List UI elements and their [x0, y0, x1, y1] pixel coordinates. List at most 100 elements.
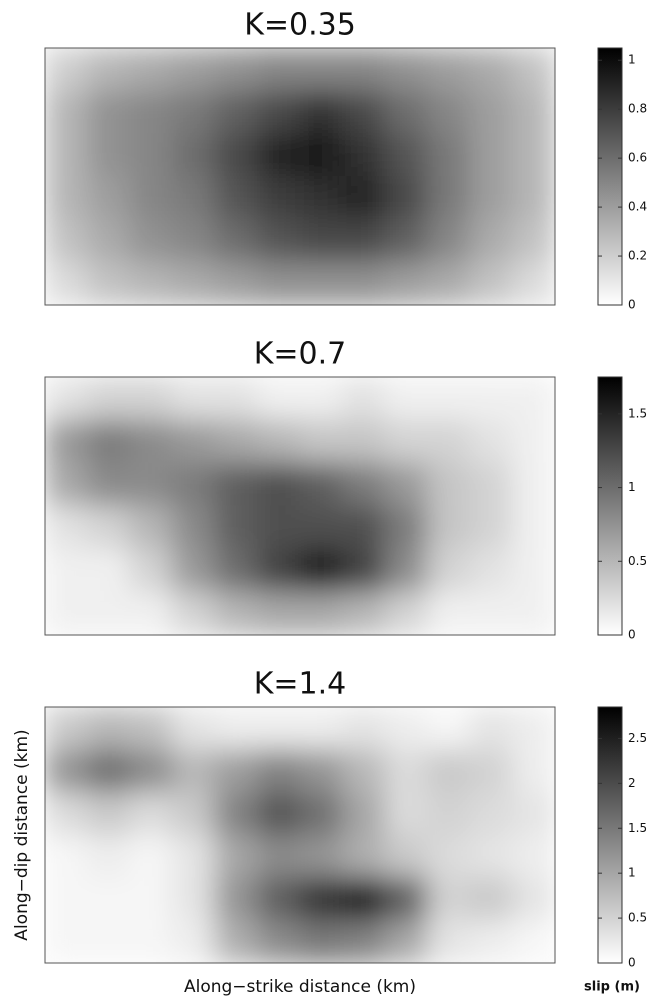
cell [172, 707, 216, 751]
cell [45, 707, 88, 751]
colorbar-tick-label: 0 [628, 956, 636, 970]
cell [214, 133, 258, 177]
cell [87, 462, 131, 507]
cell [384, 919, 428, 963]
colorbar-tick-label: 0 [628, 628, 636, 642]
cell [299, 877, 343, 921]
cell [129, 834, 173, 879]
cell [257, 877, 301, 921]
cell [172, 749, 216, 793]
cell [512, 591, 555, 635]
cell [384, 176, 428, 220]
cell [512, 176, 555, 220]
cell [469, 90, 513, 135]
colorbar-tick-label: 0.5 [628, 911, 647, 925]
cell [87, 834, 131, 879]
cell [257, 176, 301, 220]
cell [342, 834, 386, 879]
cell [214, 548, 258, 593]
cell [129, 919, 173, 963]
colorbar-tick-label: 0 [628, 298, 636, 312]
cell [384, 505, 428, 550]
cell [45, 591, 88, 635]
cell [384, 749, 428, 793]
cell [512, 377, 555, 421]
colorbar-tick-label: 1.5 [628, 821, 647, 835]
cell [299, 749, 343, 793]
panel-title: K=0.35 [244, 8, 356, 43]
cell [427, 462, 471, 507]
cell [45, 505, 88, 550]
panel-title: K=0.7 [254, 337, 347, 372]
cell [172, 261, 216, 305]
cell [427, 791, 471, 836]
cells [45, 707, 555, 963]
cell [469, 462, 513, 507]
x-axis-label: Along−strike distance (km) [184, 977, 416, 997]
plot-frame [44, 376, 556, 636]
cell [469, 133, 513, 177]
cell [427, 133, 471, 177]
cell [129, 877, 173, 921]
cell [45, 176, 88, 220]
cell [214, 505, 258, 550]
cell [87, 548, 131, 593]
cell [129, 791, 173, 836]
cell [469, 591, 513, 635]
cell [342, 48, 386, 92]
cell [129, 462, 173, 507]
cell [342, 218, 386, 263]
cell [214, 48, 258, 92]
cell [427, 834, 471, 879]
colorbar [597, 706, 623, 964]
cell [87, 48, 131, 92]
cell [469, 505, 513, 550]
cell [45, 834, 88, 879]
cell [257, 90, 301, 135]
cell [299, 707, 343, 751]
cell [87, 419, 131, 464]
cell [129, 749, 173, 793]
cell [512, 919, 555, 963]
cell [299, 176, 343, 220]
cell [257, 707, 301, 751]
cell [342, 707, 386, 751]
cell [469, 548, 513, 593]
cell [214, 419, 258, 464]
colorbar-tick-label: 1 [628, 866, 636, 880]
cell [342, 462, 386, 507]
cell [299, 505, 343, 550]
cell [214, 791, 258, 836]
cell [257, 919, 301, 963]
colorbar-tick-label: 0.4 [628, 200, 647, 214]
cell [87, 261, 131, 305]
cell [384, 377, 428, 421]
cell [257, 133, 301, 177]
cell [342, 261, 386, 305]
cell [427, 707, 471, 751]
cell [299, 791, 343, 836]
cell [214, 176, 258, 220]
cell [129, 218, 173, 263]
cell [299, 261, 343, 305]
heatmap [45, 707, 555, 963]
cell [45, 791, 88, 836]
cell [469, 218, 513, 263]
cell [129, 48, 173, 92]
cell [384, 877, 428, 921]
cell [427, 548, 471, 593]
cell [342, 877, 386, 921]
cell [214, 261, 258, 305]
cell [299, 48, 343, 92]
cell [469, 377, 513, 421]
cell [87, 877, 131, 921]
cell [214, 377, 258, 421]
cell [427, 591, 471, 635]
cell [299, 90, 343, 135]
cell [342, 419, 386, 464]
cell [214, 591, 258, 635]
cell [129, 591, 173, 635]
cell [45, 377, 88, 421]
cell [469, 919, 513, 963]
